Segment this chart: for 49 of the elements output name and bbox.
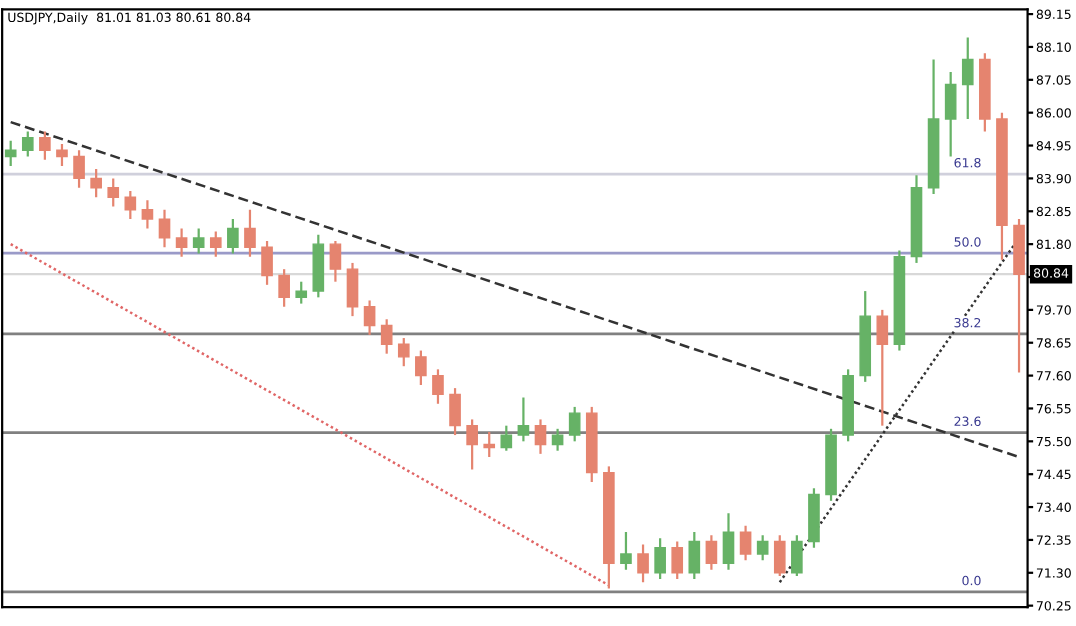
candlestick: [500, 424, 513, 452]
candlestick: [568, 405, 581, 443]
candlestick: [141, 199, 154, 230]
candlestick: [722, 512, 735, 571]
candlestick: [363, 299, 376, 337]
candlestick: [261, 239, 273, 286]
candlestick: [705, 534, 718, 571]
candlestick: [21, 130, 34, 158]
candlestick: [278, 268, 290, 308]
candlestick: [517, 396, 530, 443]
candlestick: [227, 217, 239, 255]
candlestick: [39, 130, 51, 161]
candlestick: [397, 336, 410, 368]
candlestick: [654, 537, 666, 581]
candlestick: [90, 167, 102, 199]
candlestick: [944, 70, 957, 158]
candlestick: [483, 430, 496, 459]
candlestick: [876, 308, 889, 427]
candlestick: [312, 233, 325, 299]
candlestick: [4, 139, 17, 167]
candlestick: [380, 318, 393, 355]
candlestick: [192, 227, 205, 255]
candlestick: [620, 530, 632, 571]
candlestick: [415, 349, 427, 387]
candlestick: [808, 487, 820, 549]
candlestick: [466, 418, 478, 471]
candlestick: [551, 427, 564, 452]
candlestick: [688, 530, 701, 581]
candlestick: [346, 261, 359, 318]
candlestick: [671, 540, 684, 581]
candlestick: [158, 208, 171, 249]
candlestick: [175, 227, 188, 258]
candlestick: [739, 524, 752, 562]
candlestick: [209, 230, 222, 258]
candlestick: [961, 36, 974, 121]
candlestick: [244, 208, 256, 258]
candlestick: [637, 543, 649, 584]
candlestick: [773, 534, 786, 578]
candlestick: [56, 142, 68, 167]
candlestick: [295, 280, 308, 305]
candlestick: [432, 368, 444, 405]
candlestick: [534, 418, 547, 455]
candlestick: [124, 189, 137, 221]
candlestick: [791, 534, 803, 578]
candlestick: [329, 239, 342, 283]
candlestick: [756, 534, 769, 562]
candlestick: [107, 177, 120, 208]
candlestick: [73, 149, 85, 189]
candlestick: [449, 387, 461, 437]
